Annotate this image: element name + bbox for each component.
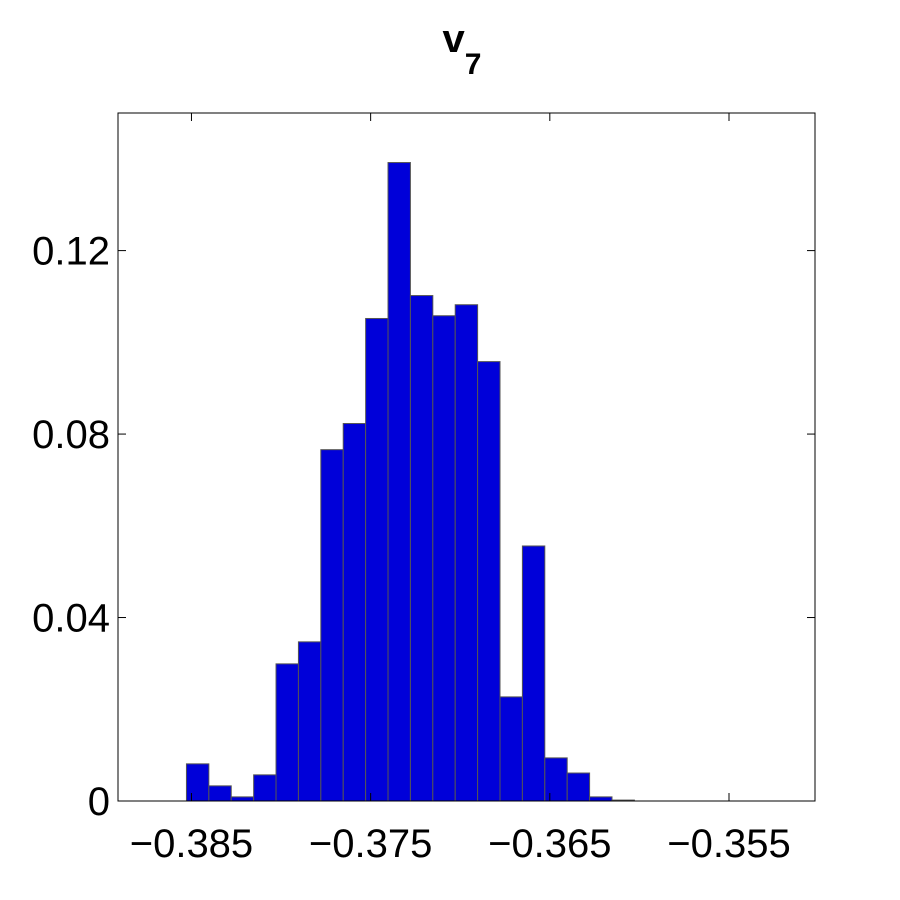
y-tick-label: 0.08 — [32, 413, 110, 457]
bar — [275, 663, 299, 802]
bar — [499, 696, 523, 802]
bar — [365, 317, 389, 802]
bar — [589, 796, 613, 802]
bar — [477, 361, 501, 802]
bar — [185, 763, 210, 802]
bar — [253, 774, 277, 802]
x-tick-label: −0.355 — [667, 822, 790, 866]
y-tick-label: 0 — [88, 780, 110, 824]
x-tick-label: −0.365 — [488, 822, 611, 866]
x-tick-label: −0.385 — [130, 822, 253, 866]
plot-frame — [117, 112, 816, 802]
x-tick-label: −0.375 — [309, 822, 432, 866]
y-tick-label: 0.12 — [32, 230, 110, 274]
bar — [566, 772, 591, 802]
bar — [320, 449, 344, 802]
bar — [342, 423, 367, 802]
bar — [230, 796, 255, 802]
title-subscript: 7 — [465, 48, 482, 81]
y-tick-label: 0.04 — [32, 597, 110, 641]
bar — [521, 545, 546, 802]
bar — [432, 315, 456, 802]
title-text: v — [443, 17, 466, 61]
bar — [208, 785, 232, 802]
bar — [409, 295, 434, 802]
bar — [387, 162, 411, 802]
bar — [544, 757, 568, 802]
bar — [454, 304, 479, 802]
chart-title: v7 — [443, 17, 482, 81]
bar — [297, 641, 322, 802]
